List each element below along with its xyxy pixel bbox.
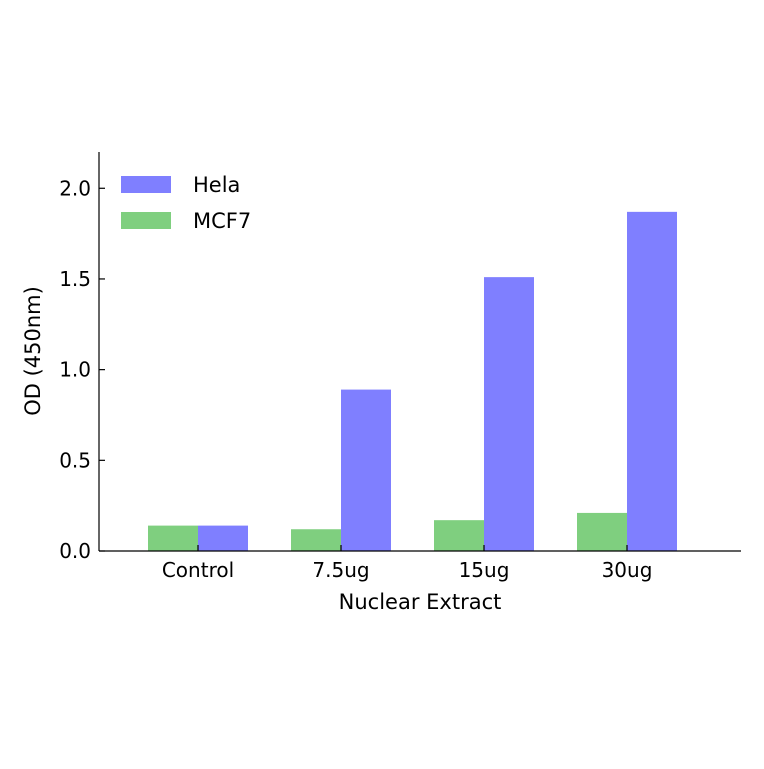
bar-hela-2 — [484, 277, 534, 551]
x-tick-label-1: 7.5ug — [312, 558, 369, 582]
bar-mcf7-0 — [148, 525, 198, 551]
x-ticks: Control 7.5ug 15ug 30ug — [162, 545, 653, 582]
x-axis-label: Nuclear Extract — [339, 590, 502, 614]
axes-layer — [98, 152, 741, 552]
y-tick-label-3: 1.5 — [59, 267, 91, 291]
y-tick-label-0: 0.0 — [59, 539, 91, 563]
x-tick-label-0: Control — [162, 558, 234, 582]
bar-hela-0 — [198, 525, 248, 551]
y-tick-label-4: 2.0 — [59, 176, 91, 200]
x-tick-label-2: 15ug — [459, 558, 510, 582]
bar-mcf7-3 — [577, 512, 627, 551]
bar-mcf7-1 — [291, 529, 341, 551]
y-ticks: 0.0 0.5 1.0 1.5 2.0 — [59, 176, 105, 563]
y-tick-label-2: 1.0 — [59, 358, 91, 382]
legend-label-mcf7: MCF7 — [193, 209, 251, 233]
bars-layer — [148, 211, 677, 551]
bar-mcf7-2 — [434, 520, 484, 551]
legend-swatch-mcf7 — [121, 212, 171, 229]
y-axis-label: OD (450nm) — [21, 286, 45, 416]
legend-swatch-hela — [121, 176, 171, 193]
legend: Hela MCF7 — [121, 173, 251, 233]
x-tick-label-3: 30ug — [602, 558, 653, 582]
bar-hela-3 — [627, 211, 677, 551]
y-tick-label-1: 0.5 — [59, 448, 91, 472]
legend-label-hela: Hela — [193, 173, 240, 197]
bar-hela-1 — [341, 389, 391, 551]
